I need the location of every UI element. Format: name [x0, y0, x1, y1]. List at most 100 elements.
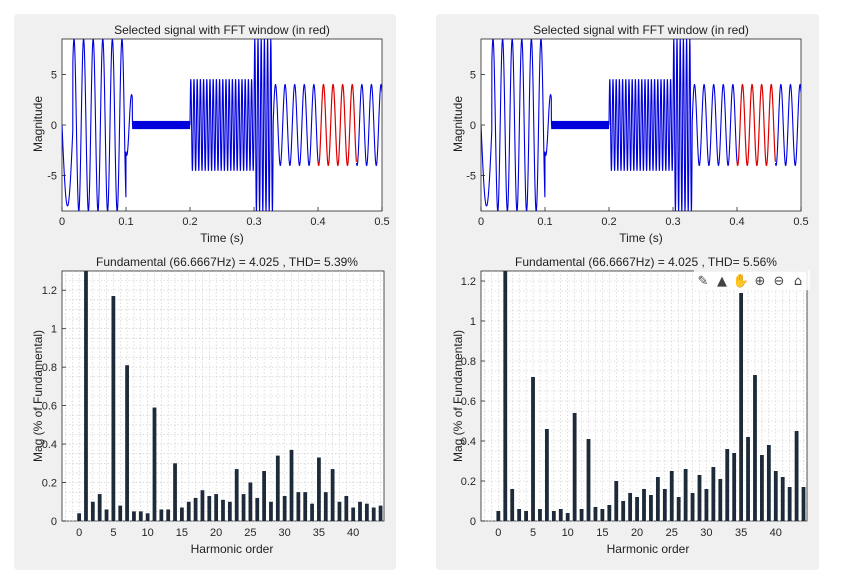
right-fft-bar — [558, 509, 563, 521]
left-fft-xlabel: Harmonic order — [191, 542, 274, 556]
left-fft-bar — [193, 497, 198, 521]
left-fft-bar — [138, 511, 143, 521]
right-fft-ytick-label: 1.2 — [461, 276, 476, 288]
left-fft-title: Fundamental (66.6667Hz) = 4.025 , THD= 5… — [96, 255, 358, 269]
right-fft-xtick-label: 25 — [666, 527, 678, 539]
left-fft-bar — [159, 509, 164, 521]
right-fft-bar — [753, 375, 757, 521]
right-fft-bar — [544, 429, 549, 521]
right-fft-bar — [524, 511, 528, 521]
left-fft-xtick-label: 30 — [279, 527, 291, 539]
left-fft-bar — [378, 505, 383, 521]
brush-icon[interactable]: ▲ — [717, 274, 727, 289]
left-signal-ytick-label: 0 — [51, 120, 57, 132]
left-fft-bar — [221, 499, 225, 521]
left-fft-bar — [104, 509, 109, 521]
right-fft-bar — [517, 509, 522, 521]
left-fft-ytick-label: 0.8 — [42, 362, 57, 374]
left-signal-ytick-label: 5 — [51, 69, 57, 81]
left-fft-bar — [364, 503, 369, 521]
left-fft-xtick-label: 20 — [210, 527, 222, 539]
left-fft-plot[interactable]: Fundamental (66.6667Hz) = 4.025 , THD= 5… — [31, 255, 385, 556]
right-fft-bar — [579, 509, 584, 521]
left-fft-xtick-label: 40 — [347, 527, 359, 539]
right-fft-ytick-label: 0.8 — [461, 356, 476, 368]
right-fft-bar — [655, 477, 660, 521]
right-signal-xtick-label: 0.3 — [665, 216, 680, 228]
right-fft-bar — [676, 497, 681, 521]
right-fft-window-trace — [736, 83, 776, 167]
right-fft-axes — [480, 270, 808, 522]
right-signal-title: Selected signal with FFT window (in red) — [533, 23, 749, 37]
left-fft-window-trace — [317, 83, 357, 167]
right-fft-bar — [683, 469, 688, 521]
left-fft-xtick-label: 15 — [176, 527, 188, 539]
right-fft-xtick-label: 10 — [562, 527, 574, 539]
right-fft-plot[interactable]: Fundamental (66.6667Hz) = 4.025 , THD= 5… — [451, 255, 808, 556]
left-fft-bar — [255, 497, 260, 521]
axes-toolbar-bg — [694, 270, 810, 290]
right-fft-ytick-label: 0.6 — [461, 396, 476, 408]
pan-icon[interactable]: ✋ — [733, 273, 749, 289]
right-fft-bar — [718, 479, 723, 521]
right-fft-bar — [635, 497, 639, 521]
left-fft-bar — [97, 494, 102, 521]
right-signal-xtick-label: 0 — [478, 216, 484, 228]
data-tips-icon[interactable]: ✎ — [698, 274, 709, 289]
zoom-in-icon[interactable]: ⊕ — [755, 274, 766, 289]
left-fft-bar — [323, 492, 328, 521]
right-fft-ytick-label: 0 — [470, 516, 476, 528]
left-fft-bar — [351, 507, 356, 521]
right-fft-xtick-label: 15 — [596, 527, 608, 539]
left-signal-ytick-label: -5 — [47, 171, 57, 183]
home-icon[interactable]: ⌂ — [794, 274, 802, 289]
right-fft-title: Fundamental (66.6667Hz) = 4.025 , THD= 5… — [515, 255, 777, 269]
left-fft-bar — [125, 365, 129, 521]
right-fft-bar — [732, 453, 737, 521]
right-signal-xtick-label: 0.2 — [601, 216, 616, 228]
left-signal-xtick-label: 0.2 — [182, 216, 197, 228]
left-signal-title: Selected signal with FFT window (in red) — [114, 23, 330, 37]
left-fft-ytick-label: 0.2 — [42, 478, 57, 490]
left-fft-xtick-label: 0 — [76, 527, 82, 539]
left-fft-bar — [371, 507, 376, 521]
right-fft-bar — [586, 439, 591, 521]
right-fft-bar — [787, 487, 792, 521]
right-fft-ytick-label: 1 — [470, 316, 476, 328]
right-signal-plot[interactable]: Selected signal with FFT window (in red)… — [451, 23, 809, 245]
left-fft-bar — [303, 492, 308, 521]
right-fft-bar — [551, 511, 556, 521]
left-fft-bar — [234, 469, 239, 521]
left-signal-plot[interactable]: Selected signal with FFT window (in red)… — [31, 23, 390, 245]
right-fft-bar — [621, 501, 626, 521]
right-fft-bar — [538, 509, 542, 521]
right-fft-xtick-label: 40 — [770, 527, 782, 539]
right-fft-xtick-label: 20 — [631, 527, 643, 539]
left-fft-bar — [152, 407, 157, 521]
right-signal-xlabel: Time (s) — [619, 231, 663, 245]
right-fft-bar — [510, 489, 515, 521]
left-fft-bar — [166, 509, 171, 521]
left-fft-xtick-label: 25 — [244, 527, 256, 539]
right-fft-bar — [725, 449, 730, 521]
right-fft-bar — [711, 467, 716, 521]
left-fft-bar — [317, 457, 321, 521]
right-fft-bar — [572, 413, 577, 521]
right-fft-ytick-label: 0.2 — [461, 476, 476, 488]
left-fft-ytick-label: 1.2 — [42, 285, 57, 297]
right-signal-xtick-label: 0.5 — [793, 216, 808, 228]
left-fft-bar — [310, 503, 314, 521]
right-signal-ytick-label: -5 — [466, 171, 476, 183]
right-fft-bar — [669, 471, 674, 521]
left-fft-bar — [132, 511, 136, 521]
left-fft-bar — [248, 482, 253, 521]
zoom-out-icon[interactable]: ⊖ — [774, 274, 785, 289]
right-fft-xtick-label: 5 — [530, 527, 536, 539]
right-signal-ytick-label: 5 — [470, 69, 476, 81]
left-fft-bar — [241, 494, 246, 521]
right-fft-bar — [642, 489, 646, 521]
right-fft-xtick-label: 30 — [700, 527, 712, 539]
right-signal-ytick-label: 0 — [470, 120, 476, 132]
left-fft-bar — [84, 271, 88, 521]
